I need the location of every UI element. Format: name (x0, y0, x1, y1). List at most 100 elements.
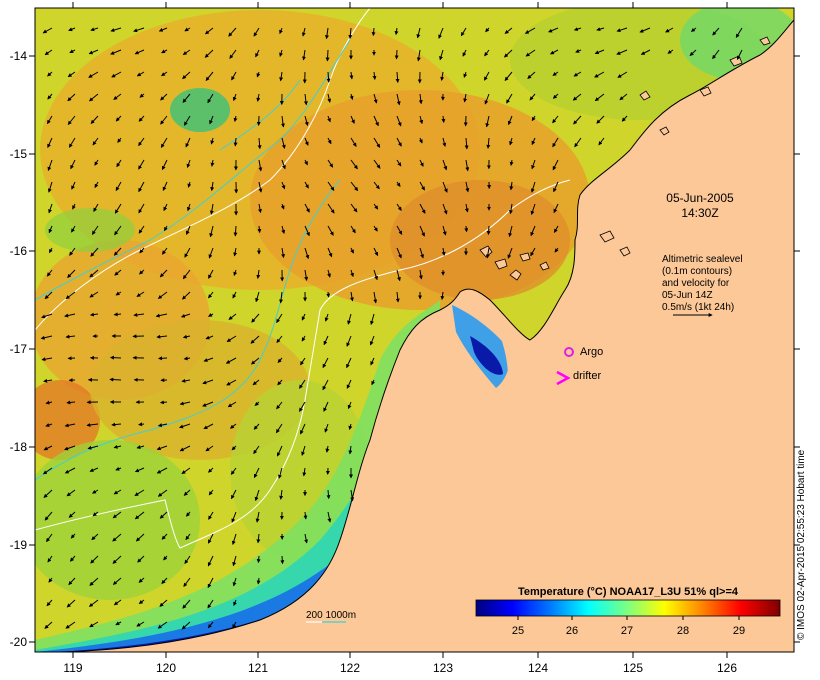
velocity-arrow (181, 621, 191, 630)
x-tick-label: 122 (340, 661, 360, 675)
velocity-arrow (185, 533, 191, 541)
velocity-arrow (182, 49, 191, 56)
velocity-arrow (163, 555, 168, 561)
velocity-arrow (47, 71, 53, 77)
y-tick-label: -16 (10, 244, 28, 258)
velocity-arrow (485, 247, 490, 259)
velocity-arrow (250, 335, 260, 344)
coastline (59, 19, 794, 652)
drifter-label: drifter (573, 370, 601, 382)
velocity-arrow (279, 71, 284, 82)
velocity-arrow (371, 27, 376, 37)
velocity-arrow (183, 489, 191, 496)
velocity-arrow (531, 115, 536, 122)
velocity-arrow (276, 313, 283, 324)
velocity-arrow (161, 577, 168, 584)
velocity-arrow (208, 247, 214, 259)
velocity-arrow (373, 93, 378, 104)
colorbar-title: Temperature (°C) NOAA17_L3U 51% ql>=4 (518, 586, 739, 598)
velocity-arrow (300, 423, 306, 435)
velocity-arrow (184, 555, 191, 565)
velocity-arrow (138, 422, 145, 427)
isobath-200 (35, 8, 571, 549)
velocity-arrow (621, 115, 628, 122)
velocity-arrow (134, 511, 145, 520)
velocity-arrow (88, 49, 99, 55)
velocity-arrow (92, 489, 99, 494)
velocity-arrow (281, 225, 286, 235)
velocity-arrow (483, 71, 490, 81)
velocity-arrow (181, 378, 191, 383)
x-tick-label: 123 (433, 661, 453, 675)
velocity-arrow (396, 203, 402, 211)
velocity-arrow (208, 313, 214, 317)
velocity-arrow (162, 181, 168, 192)
velocity-arrow (159, 511, 168, 519)
velocity-arrow (324, 423, 329, 433)
velocity-arrow (304, 225, 310, 237)
velocity-arrow (44, 621, 53, 629)
velocity-arrow (157, 489, 168, 497)
velocity-arrow (137, 555, 145, 563)
velocity-arrow (111, 71, 122, 78)
velocity-arrow (324, 313, 329, 322)
velocity-arrow (304, 137, 309, 146)
velocity-arrow (640, 49, 651, 55)
velocity-arrow (136, 445, 145, 449)
velocity-arrow (281, 247, 286, 259)
velocity-arrow (300, 357, 306, 366)
velocity-arrow (258, 159, 263, 172)
velocity-arrow (304, 203, 310, 213)
velocity-arrow (179, 423, 191, 429)
colorbar-ticks: 25 26 27 28 29 (512, 616, 745, 637)
velocity-arrow (552, 93, 559, 99)
velocity-arrow (524, 27, 536, 34)
velocity-arrow (183, 356, 191, 361)
colorbar-tick-label: 29 (733, 625, 745, 637)
y-tick-label: -15 (10, 147, 28, 161)
velocity-arrow (138, 137, 145, 147)
velocity-arrow (94, 181, 99, 189)
velocity-arrow (554, 247, 559, 253)
velocity-arrow (47, 93, 53, 100)
velocity-arrow (180, 313, 191, 318)
velocity-arrow (134, 489, 145, 497)
velocity-arrow (252, 379, 260, 386)
velocity-arrow (117, 137, 122, 143)
velocity-arrow (67, 71, 76, 78)
velocity-arrow (419, 115, 424, 125)
velocity-arrow (69, 49, 76, 54)
velocity-arrow (465, 159, 470, 172)
colorbar-tick-label: 26 (566, 625, 578, 637)
velocity-arrow (303, 93, 308, 106)
velocity-arrow (372, 71, 377, 80)
velocity-arrow (160, 137, 168, 148)
velocity-arrow (530, 203, 536, 216)
velocity-arrow (113, 93, 122, 100)
velocity-arrow (419, 159, 424, 167)
velocity-arrow (396, 225, 403, 235)
velocity-arrow (257, 137, 262, 150)
y-tick-label: -19 (10, 538, 28, 552)
velocity-arrow (690, 27, 697, 32)
velocity-arrow (47, 181, 53, 193)
velocity-arrow (573, 27, 582, 31)
velocity-arrow (109, 355, 122, 360)
velocity-arrow (204, 27, 214, 35)
velocity-arrow (91, 225, 99, 235)
velocity-arrow (302, 49, 306, 61)
velocity-arrow (325, 49, 330, 62)
velocity-arrow (350, 225, 356, 234)
velocity-arrow (530, 181, 536, 193)
velocity-arrow (506, 93, 513, 104)
velocity-arrow (115, 291, 122, 296)
velocity-arrow (616, 27, 628, 33)
velocity-arrow (504, 71, 513, 82)
info-line-5: 0.5m/s (1kt 24h) (662, 302, 734, 313)
velocity-arrow (553, 181, 559, 193)
velocity-arrow (442, 181, 448, 193)
velocity-arrow (185, 137, 191, 148)
colorbar (475, 599, 781, 617)
velocity-arrow (207, 555, 214, 567)
velocity-arrow (203, 423, 214, 430)
